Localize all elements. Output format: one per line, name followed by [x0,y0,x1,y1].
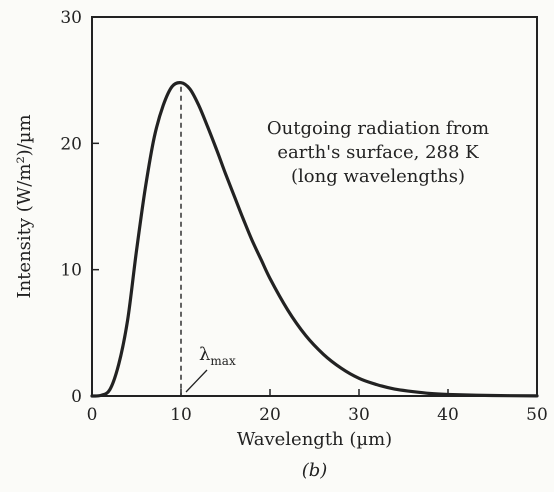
x-tick-label: 40 [437,405,459,425]
radiation-curve [90,80,539,398]
panel-label: (b) [302,460,328,481]
x-tick-label: 30 [348,405,370,425]
annotation-line-3: (long wavelengths) [291,166,465,187]
y-tick-label: 20 [60,134,82,154]
y-tick-label: 30 [60,8,82,28]
x-tick-label: 0 [87,405,98,425]
plot-frame [91,16,538,397]
lambda-max-label: λmax [199,344,236,368]
annotation-line-1: Outgoing radiation from [267,118,489,139]
y-axis-label: Intensity (W/m²)/µm [14,114,35,298]
lambda-max-arrow [185,369,208,393]
x-tick-label: 10 [170,405,192,425]
x-tick-label: 50 [526,405,548,425]
annotation-line-2: earth's surface, 288 K [277,142,479,163]
y-tick-label: 10 [60,261,82,281]
y-tick-label: 0 [71,387,82,407]
x-tick-label: 20 [259,405,281,425]
x-axis-label: Wavelength (µm) [237,429,392,450]
